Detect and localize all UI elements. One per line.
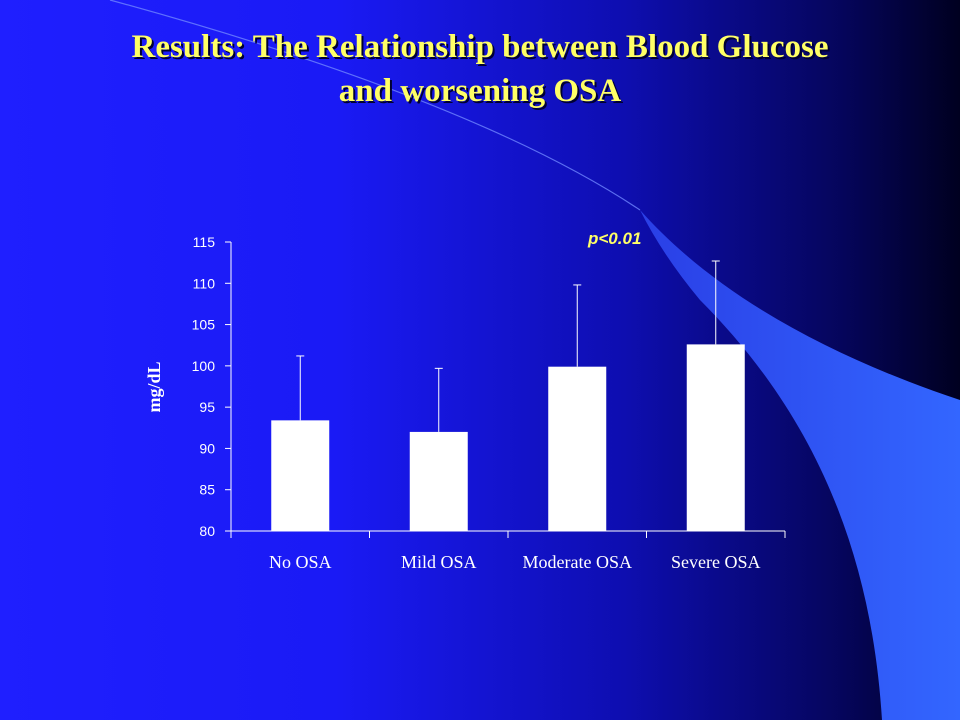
bar-mild-osa — [409, 431, 468, 531]
x-category-label: Mild OSA — [401, 552, 477, 572]
y-tick-label: 110 — [193, 275, 216, 291]
decorative-arc-line — [109, 0, 641, 211]
y-tick-label: 85 — [199, 482, 215, 498]
x-category-label: Moderate OSA — [523, 552, 632, 572]
y-tick-label: 115 — [193, 234, 216, 250]
bar-no-osa — [271, 420, 330, 531]
y-axis-label: mg/dL — [144, 361, 164, 412]
y-tick-label: 90 — [199, 440, 215, 456]
bar-moderate-osa — [548, 366, 607, 531]
decorative-swoosh — [640, 210, 960, 720]
y-tick-label: 105 — [192, 317, 216, 333]
x-category-label: Severe OSA — [671, 552, 760, 572]
y-tick-label: 95 — [199, 399, 215, 415]
y-tick-label: 100 — [192, 358, 216, 374]
slide-title-line-2: and worsening OSA — [338, 73, 622, 109]
p-value-annotation: p<0.01 — [587, 229, 641, 248]
x-category-label: No OSA — [269, 552, 332, 572]
bar-severe-osa — [686, 344, 745, 531]
y-tick-label: 80 — [199, 523, 215, 539]
slide-title-line-1: Results: The Relationship between Blood … — [131, 29, 829, 65]
